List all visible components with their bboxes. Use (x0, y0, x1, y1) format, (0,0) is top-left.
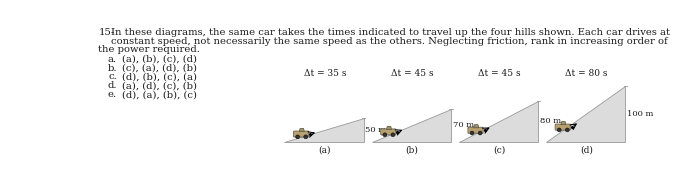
Polygon shape (300, 129, 304, 132)
Text: d.: d. (108, 81, 117, 90)
Polygon shape (474, 125, 479, 128)
Text: 70 m: 70 m (452, 121, 474, 129)
Text: (a), (d), (c), (b): (a), (d), (c), (b) (122, 81, 197, 90)
Circle shape (295, 135, 300, 139)
Text: the power required.: the power required. (98, 45, 200, 54)
Polygon shape (546, 86, 625, 142)
Text: 80 m: 80 m (540, 117, 561, 125)
Text: 50 m: 50 m (365, 126, 386, 134)
Text: 15-: 15- (98, 28, 115, 38)
Circle shape (391, 133, 395, 137)
Polygon shape (561, 121, 566, 125)
Text: b.: b. (108, 63, 117, 73)
Circle shape (566, 128, 569, 132)
Polygon shape (386, 126, 391, 129)
Polygon shape (372, 108, 451, 142)
FancyBboxPatch shape (381, 129, 396, 135)
Text: constant speed, not necessarily the same speed as the others. Neglecting frictio: constant speed, not necessarily the same… (111, 37, 668, 46)
FancyBboxPatch shape (555, 124, 570, 130)
Text: Δt = 35 s: Δt = 35 s (304, 68, 346, 78)
Text: Δt = 45 s: Δt = 45 s (391, 68, 433, 78)
Circle shape (304, 135, 308, 139)
Polygon shape (458, 101, 538, 142)
Text: In these diagrams, the same car takes the times indicated to travel up the four : In these diagrams, the same car takes th… (111, 28, 670, 38)
Text: (c), (a), (d), (b): (c), (a), (d), (b) (122, 63, 197, 73)
Polygon shape (284, 118, 364, 142)
Text: (a), (b), (c), (d): (a), (b), (c), (d) (122, 55, 197, 64)
Circle shape (383, 133, 387, 137)
FancyBboxPatch shape (293, 131, 309, 137)
FancyBboxPatch shape (468, 127, 483, 133)
Text: (d): (d) (580, 145, 593, 155)
Text: a.: a. (108, 55, 117, 64)
Text: Δt = 80 s: Δt = 80 s (565, 68, 608, 78)
Circle shape (470, 131, 474, 135)
Text: e.: e. (108, 90, 117, 99)
Text: Δt = 45 s: Δt = 45 s (478, 68, 521, 78)
Text: (d), (b), (c), (a): (d), (b), (c), (a) (122, 72, 197, 81)
Circle shape (478, 131, 482, 135)
Text: c.: c. (108, 72, 117, 81)
Text: 100 m: 100 m (627, 110, 653, 118)
Circle shape (557, 128, 561, 132)
Text: (a): (a) (318, 145, 331, 155)
Text: (b): (b) (405, 145, 419, 155)
Text: (d), (a), (b), (c): (d), (a), (b), (c) (122, 90, 197, 99)
Text: (c): (c) (493, 145, 505, 155)
